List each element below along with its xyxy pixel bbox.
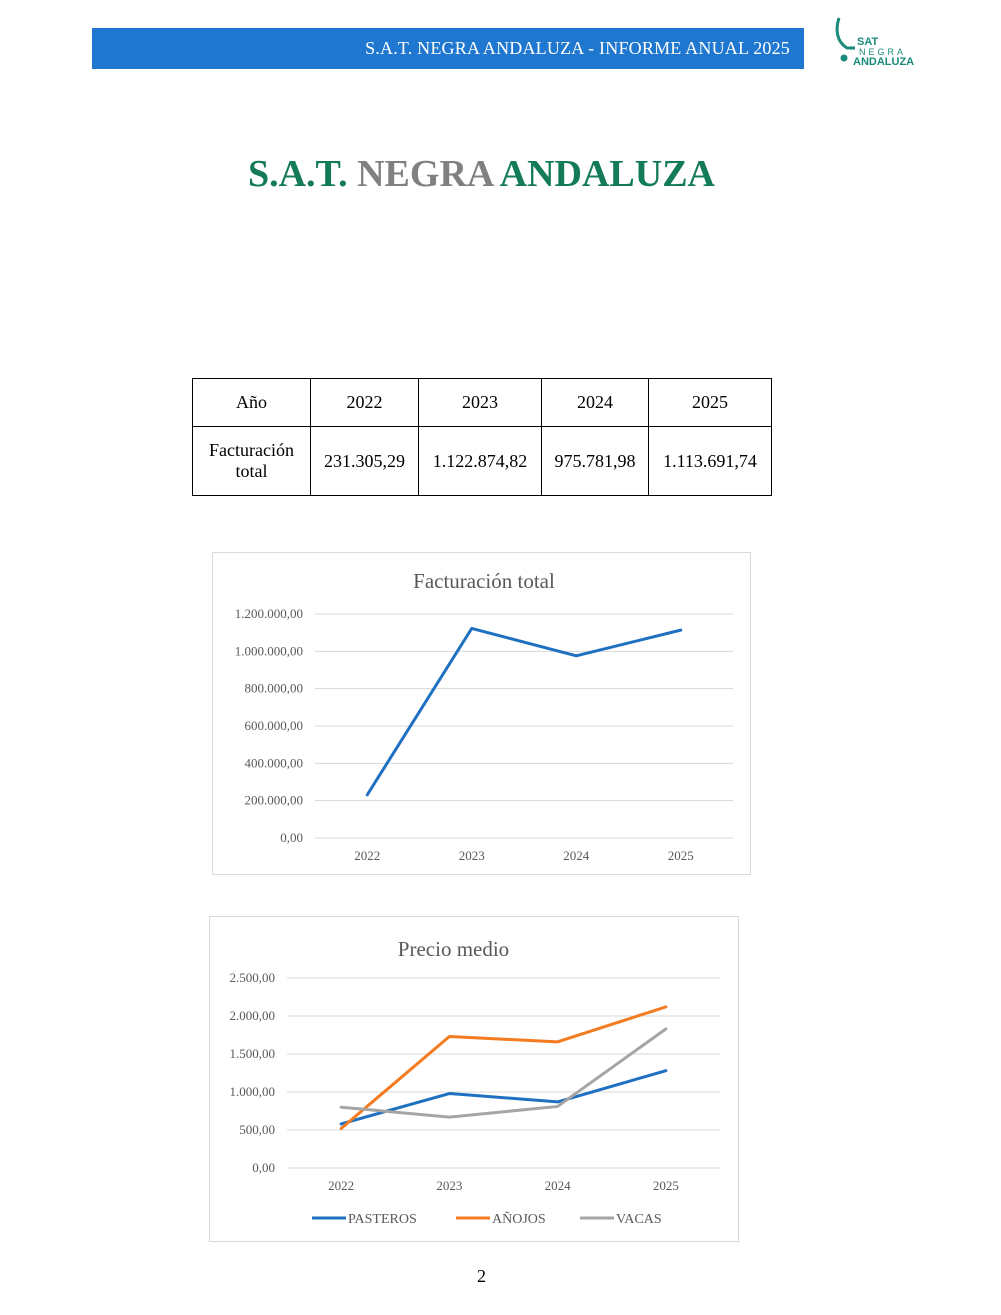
table-row-label: Facturación total: [192, 426, 311, 496]
chart-precio-medio-svg: Precio medio 0,00 500,00 1.000,00 1.500,00 2.…: [230, 937, 720, 1227]
chart-title: Facturación total: [413, 569, 555, 593]
table-row: Facturación total 231.305,29 1.122.874,8…: [192, 426, 772, 496]
x-tick-label: 2024: [563, 848, 590, 863]
y-tick-label: 1.200.000,00: [235, 606, 303, 621]
legend-entry: VACAS: [616, 1212, 662, 1227]
y-tick-label: 2.500,00: [230, 970, 276, 985]
y-tick-label: 1.000,00: [230, 1084, 276, 1099]
y-tick-label: 1.000.000,00: [235, 643, 303, 658]
table-cell: 1.113.691,74: [648, 426, 772, 496]
chart-facturacion-svg: Facturación total 0,00 200.000,00 400.000,0…: [235, 569, 733, 863]
chart-facturacion-total: Facturación total 0,00 200.000,00 400.000,0…: [212, 552, 751, 875]
logo-line-negra: NEGRA: [859, 47, 907, 57]
x-tick-label: 2025: [653, 1178, 679, 1193]
y-tick-label: 400.000,00: [245, 755, 304, 770]
bull-horn-icon: [835, 17, 855, 62]
table-header-cell: 2024: [541, 378, 649, 427]
y-tick-label: 800.000,00: [245, 681, 304, 696]
logo-line-sat: SAT: [857, 36, 879, 48]
y-tick-label: 1.500,00: [230, 1046, 276, 1061]
table-header-cell: 2023: [418, 378, 542, 427]
revenue-table: Año 2022 2023 2024 2025 Facturación tota…: [192, 378, 772, 496]
table-cell: 1.122.874,82: [418, 426, 542, 496]
series-line: [339, 1069, 668, 1126]
x-tick-label: 2023: [459, 848, 485, 863]
title-part-andaluza: ANDALUZA: [499, 153, 715, 195]
page-number: 2: [477, 1266, 486, 1286]
y-tick-label: 2.000,00: [230, 1008, 276, 1023]
x-tick-label: 2022: [328, 1178, 354, 1193]
x-tick-label: 2025: [668, 848, 694, 863]
legend-entry: AÑOJOS: [492, 1211, 546, 1227]
chart-precio-medio: Precio medio 0,00 500,00 1.000,00 1.500,00 2.…: [209, 916, 739, 1242]
table-header-row: Año 2022 2023 2024 2025: [192, 378, 772, 427]
logo-line-andaluza: ANDALUZA: [853, 56, 915, 68]
y-tick-label: 600.000,00: [245, 718, 304, 733]
document-title: S.A.T. NEGRA ANDALUZA: [0, 152, 963, 196]
table-header-cell: 2025: [648, 378, 772, 427]
table-header-cell: 2022: [310, 378, 419, 427]
sat-logo: SAT NEGRA ANDALUZA: [833, 16, 929, 72]
chart-title: Precio medio: [398, 937, 509, 961]
table-header-cell: Año: [192, 378, 311, 427]
x-tick-label: 2023: [436, 1178, 462, 1193]
table-cell: 231.305,29: [310, 426, 419, 496]
table-cell: 975.781,98: [541, 426, 649, 496]
x-tick-label: 2024: [545, 1178, 572, 1193]
legend-entry: PASTEROS: [348, 1212, 417, 1227]
series-line: [365, 626, 683, 797]
y-tick-label: 500,00: [239, 1122, 275, 1137]
header-title: S.A.T. NEGRA ANDALUZA - INFORME ANUAL 20…: [365, 38, 790, 58]
y-tick-label: 0,00: [252, 1160, 275, 1175]
y-tick-label: 200.000,00: [245, 793, 304, 808]
series-line: [339, 1027, 668, 1119]
title-part-sat: S.A.T.: [247, 153, 348, 195]
header-bar: S.A.T. NEGRA ANDALUZA - INFORME ANUAL 20…: [92, 28, 804, 69]
series-line: [339, 1005, 668, 1130]
title-part-negra: NEGRA: [357, 153, 493, 195]
x-tick-label: 2022: [354, 848, 380, 863]
y-tick-label: 0,00: [280, 830, 303, 845]
